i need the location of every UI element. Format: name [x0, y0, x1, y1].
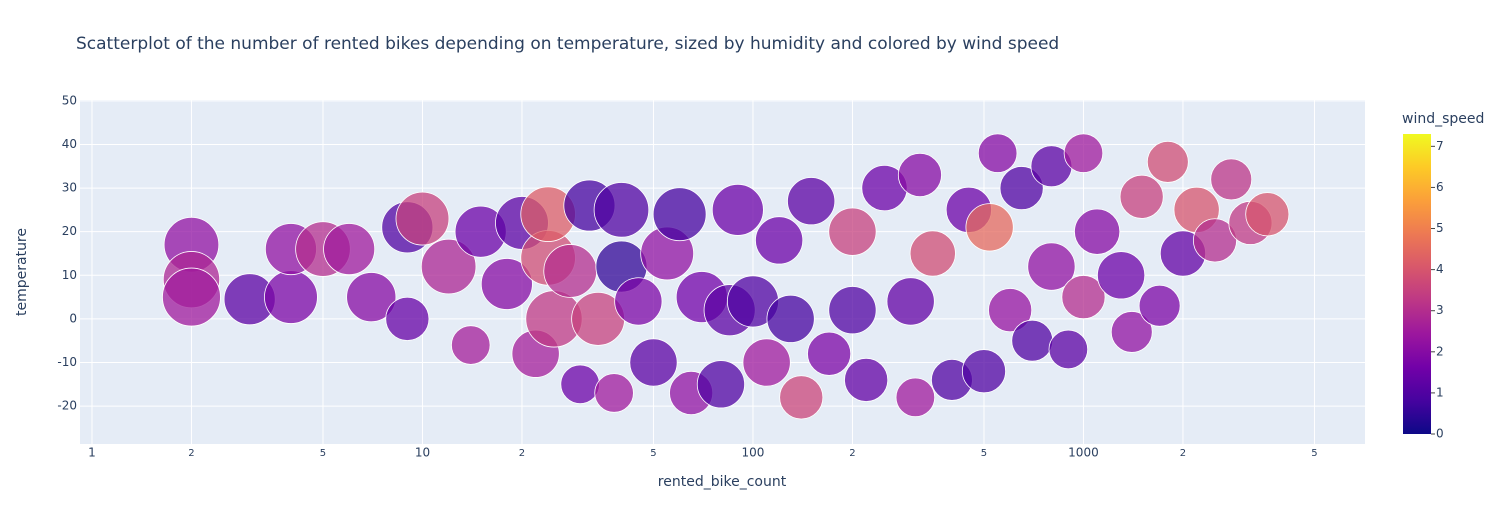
x-tick-label: 1000 [1068, 446, 1099, 460]
bubble [977, 133, 1018, 173]
x-tick-label: 2 [1180, 448, 1186, 459]
y-tick-label: 20 [62, 224, 77, 238]
bubble [828, 207, 877, 256]
bubble [1011, 319, 1054, 362]
chart-title: Scatterplot of the number of rented bike… [76, 34, 1059, 54]
bubble [1210, 158, 1253, 201]
bubble [1074, 208, 1121, 255]
bubble [543, 244, 598, 298]
x-axis-title: rented_bike_count [658, 474, 787, 490]
colorbar-tick-label: 5 [1436, 221, 1444, 235]
colorbar-tick-label: 7 [1436, 139, 1444, 153]
bubble [988, 288, 1033, 333]
bubble [1027, 242, 1076, 291]
y-tick-label: 10 [62, 268, 77, 282]
bubble [1061, 275, 1106, 320]
x-tick-label: 5 [320, 448, 326, 459]
colorbar-title: wind_speed [1402, 111, 1484, 127]
bubble [162, 267, 221, 327]
colorbar-tick-label: 4 [1436, 262, 1444, 276]
colorbar-tick-label: 6 [1436, 180, 1444, 194]
bubble [1119, 174, 1164, 219]
x-tick-label: 2 [519, 448, 525, 459]
colorbar-tick-label: 1 [1436, 385, 1444, 399]
bubble [807, 331, 852, 376]
bubble [787, 177, 836, 226]
bubble [451, 325, 491, 365]
bubble [323, 223, 376, 276]
colorbar-tick-label: 3 [1436, 303, 1444, 317]
y-tick-label: 30 [62, 181, 77, 195]
bubble [1110, 311, 1153, 353]
bubble [560, 364, 600, 405]
bubble [395, 191, 450, 246]
bubble [594, 373, 634, 413]
x-tick-label: 5 [1311, 448, 1317, 459]
y-tick-label: 0 [69, 311, 77, 325]
bubble [629, 338, 678, 387]
bubble [696, 360, 746, 409]
bubble [965, 203, 1014, 252]
y-axis-title: temperature [14, 228, 30, 316]
bubble [652, 187, 707, 242]
bubble [766, 294, 815, 343]
x-tick-label: 5 [981, 448, 987, 459]
bubble [264, 270, 318, 324]
bubble [711, 183, 764, 236]
bubble [1138, 284, 1181, 327]
bubble [385, 296, 430, 341]
bubble [828, 286, 877, 335]
y-tick-label: -10 [57, 355, 77, 369]
x-tick-label: 5 [650, 448, 656, 459]
y-tick-label: 40 [62, 137, 77, 151]
bubble [742, 338, 791, 387]
bubble [886, 277, 935, 326]
x-tick-label: 1 [88, 446, 96, 460]
colorbar [1403, 134, 1431, 434]
bubble [895, 377, 936, 418]
bubble [1097, 251, 1146, 300]
bubble [755, 216, 804, 265]
bubble [420, 238, 477, 295]
x-tick-label: 10 [415, 446, 430, 460]
bubble [961, 349, 1006, 394]
y-tick-label: -20 [57, 399, 77, 413]
bubble [1192, 218, 1237, 263]
bubble [1048, 329, 1089, 370]
x-tick-label: 100 [742, 446, 765, 460]
bubble [1245, 192, 1290, 237]
bubble [999, 166, 1044, 211]
colorbar-tick-label: 0 [1436, 427, 1444, 441]
x-tick-label: 2 [849, 448, 855, 459]
bubble [1146, 141, 1189, 183]
x-tick-label: 2 [188, 448, 194, 459]
bubble [480, 258, 533, 310]
points [162, 133, 1290, 420]
bubble [844, 357, 889, 402]
bubble [614, 277, 663, 326]
bubble [897, 152, 942, 198]
colorbar-tick-label: 2 [1436, 344, 1444, 358]
bubble [346, 272, 397, 323]
bubble [593, 182, 650, 238]
bubble [779, 375, 824, 420]
bubble [1063, 133, 1104, 173]
y-tick-label: 50 [62, 93, 77, 107]
bubble [909, 230, 956, 277]
